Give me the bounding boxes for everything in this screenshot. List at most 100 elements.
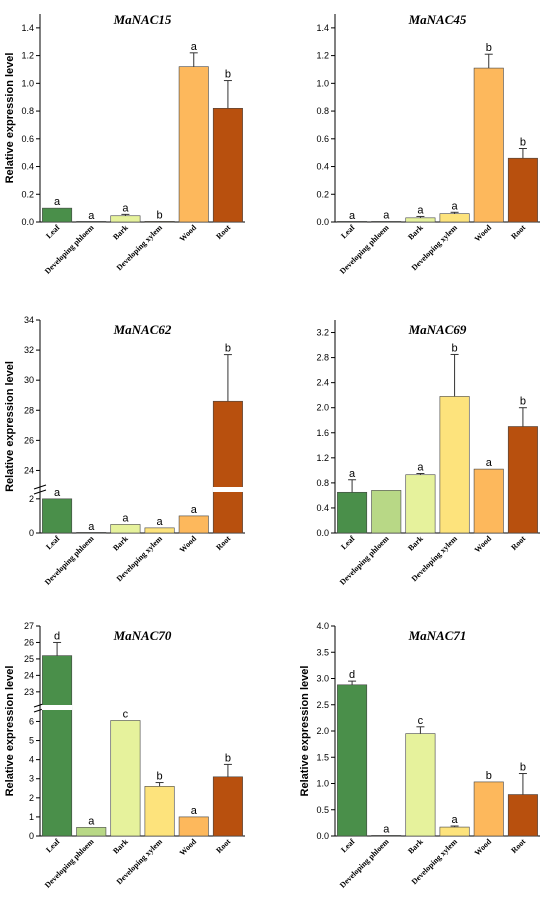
y-tick-label: 2 [29, 793, 34, 803]
significance-label: a [88, 815, 95, 827]
bar-break-gap [212, 487, 244, 492]
significance-label: b [520, 137, 526, 149]
y-tick-label: 25 [24, 654, 34, 664]
y-tick-label: 0.6 [316, 134, 329, 144]
significance-label: a [349, 468, 356, 480]
bar [76, 221, 107, 223]
bar [371, 221, 402, 223]
significance-label: d [349, 669, 355, 681]
y-tick-label: 1.4 [21, 23, 34, 33]
y-tick-label: 26 [24, 435, 34, 445]
y-tick-label: 26 [24, 637, 34, 647]
bar [473, 67, 504, 223]
bar [144, 527, 175, 534]
category-label: Wood [473, 223, 494, 244]
significance-label: a [122, 512, 129, 524]
significance-label: a [486, 457, 493, 469]
axis-break-mark [33, 484, 47, 490]
category-label: Root [214, 534, 232, 552]
bar-break-gap [41, 705, 73, 710]
y-tick-label: 0.8 [21, 106, 34, 116]
significance-label: b [225, 752, 231, 764]
bar [144, 221, 175, 223]
bar [178, 66, 209, 223]
y-tick-label: 0.0 [316, 528, 329, 538]
significance-label: b [157, 209, 163, 221]
significance-label: b [486, 770, 492, 782]
y-tick-label: 1.0 [316, 78, 329, 88]
chart-panel-2: 0.00.20.40.60.81.01.21.4aLeafaDeveloping… [316, 12, 540, 276]
significance-label: a [452, 200, 459, 212]
category-label: Root [214, 837, 232, 855]
significance-label: d [54, 630, 60, 642]
y-tick-label: 0.8 [316, 478, 329, 488]
bar [76, 532, 107, 534]
significance-label: b [452, 342, 458, 354]
bar [371, 490, 402, 534]
bar [110, 720, 141, 837]
category-label: Bark [406, 534, 425, 553]
y-axis-label: Relative expression level [4, 666, 16, 797]
chart-title: MaNAC62 [113, 322, 172, 337]
y-tick-label: 0.6 [21, 134, 34, 144]
category-label: Wood [178, 837, 199, 858]
category-label: Leaf [44, 837, 62, 855]
bar [405, 474, 436, 534]
category-label: Wood [473, 837, 494, 858]
category-label: Bark [406, 837, 425, 856]
y-tick-label: 0.2 [21, 189, 34, 199]
y-tick-label: 2.4 [316, 378, 329, 388]
y-tick-label: 27 [24, 621, 34, 631]
bar [212, 400, 243, 534]
significance-label: b [157, 771, 163, 783]
category-label: Root [509, 837, 527, 855]
chart-title: MaNAC70 [113, 628, 172, 643]
axis-break-mark [33, 489, 47, 495]
y-tick-label: 0 [29, 831, 34, 841]
y-tick-label: 5 [29, 736, 34, 746]
significance-label: a [54, 487, 61, 499]
category-label: Leaf [339, 223, 357, 241]
y-tick-label: 30 [24, 375, 34, 385]
y-tick-label: 32 [24, 345, 34, 355]
significance-label: a [191, 41, 198, 53]
y-tick-label: 1.2 [21, 51, 34, 61]
bar [42, 655, 73, 837]
significance-label: a [157, 516, 164, 528]
category-label: Wood [473, 534, 494, 555]
y-tick-label: 2.0 [316, 726, 329, 736]
bar [507, 794, 538, 837]
y-tick-label: 1.0 [316, 779, 329, 789]
y-tick-label: 2.0 [316, 403, 329, 413]
y-tick-label: 34 [24, 315, 34, 325]
chart-panel-1: 0.00.20.40.60.81.01.21.4aLeafaDeveloping… [4, 12, 245, 276]
y-tick-label: 0 [29, 528, 34, 538]
y-tick-label: 0.4 [316, 503, 329, 513]
category-label: Leaf [339, 837, 357, 855]
category-label: Leaf [44, 534, 62, 552]
bar [439, 826, 470, 837]
category-label: Bark [111, 223, 130, 242]
bar [42, 207, 73, 223]
category-label: Root [509, 534, 527, 552]
significance-label: b [225, 69, 231, 81]
significance-label: a [88, 210, 95, 222]
y-tick-label: 0.0 [21, 217, 34, 227]
chart-title: MaNAC15 [113, 12, 172, 27]
category-label: Wood [178, 223, 199, 244]
bar [178, 515, 209, 534]
y-tick-label: 2 [29, 494, 34, 504]
y-tick-label: 1.2 [316, 453, 329, 463]
y-tick-label: 2.8 [316, 353, 329, 363]
bar [178, 816, 209, 837]
y-axis-label: Relative expression level [4, 53, 16, 184]
bar [439, 396, 470, 534]
bar [212, 107, 243, 223]
y-tick-label: 3.0 [316, 674, 329, 684]
significance-label: b [225, 343, 231, 355]
y-tick-label: 0.4 [21, 162, 34, 172]
y-tick-label: 0.5 [316, 805, 329, 815]
y-tick-label: 1.2 [316, 51, 329, 61]
